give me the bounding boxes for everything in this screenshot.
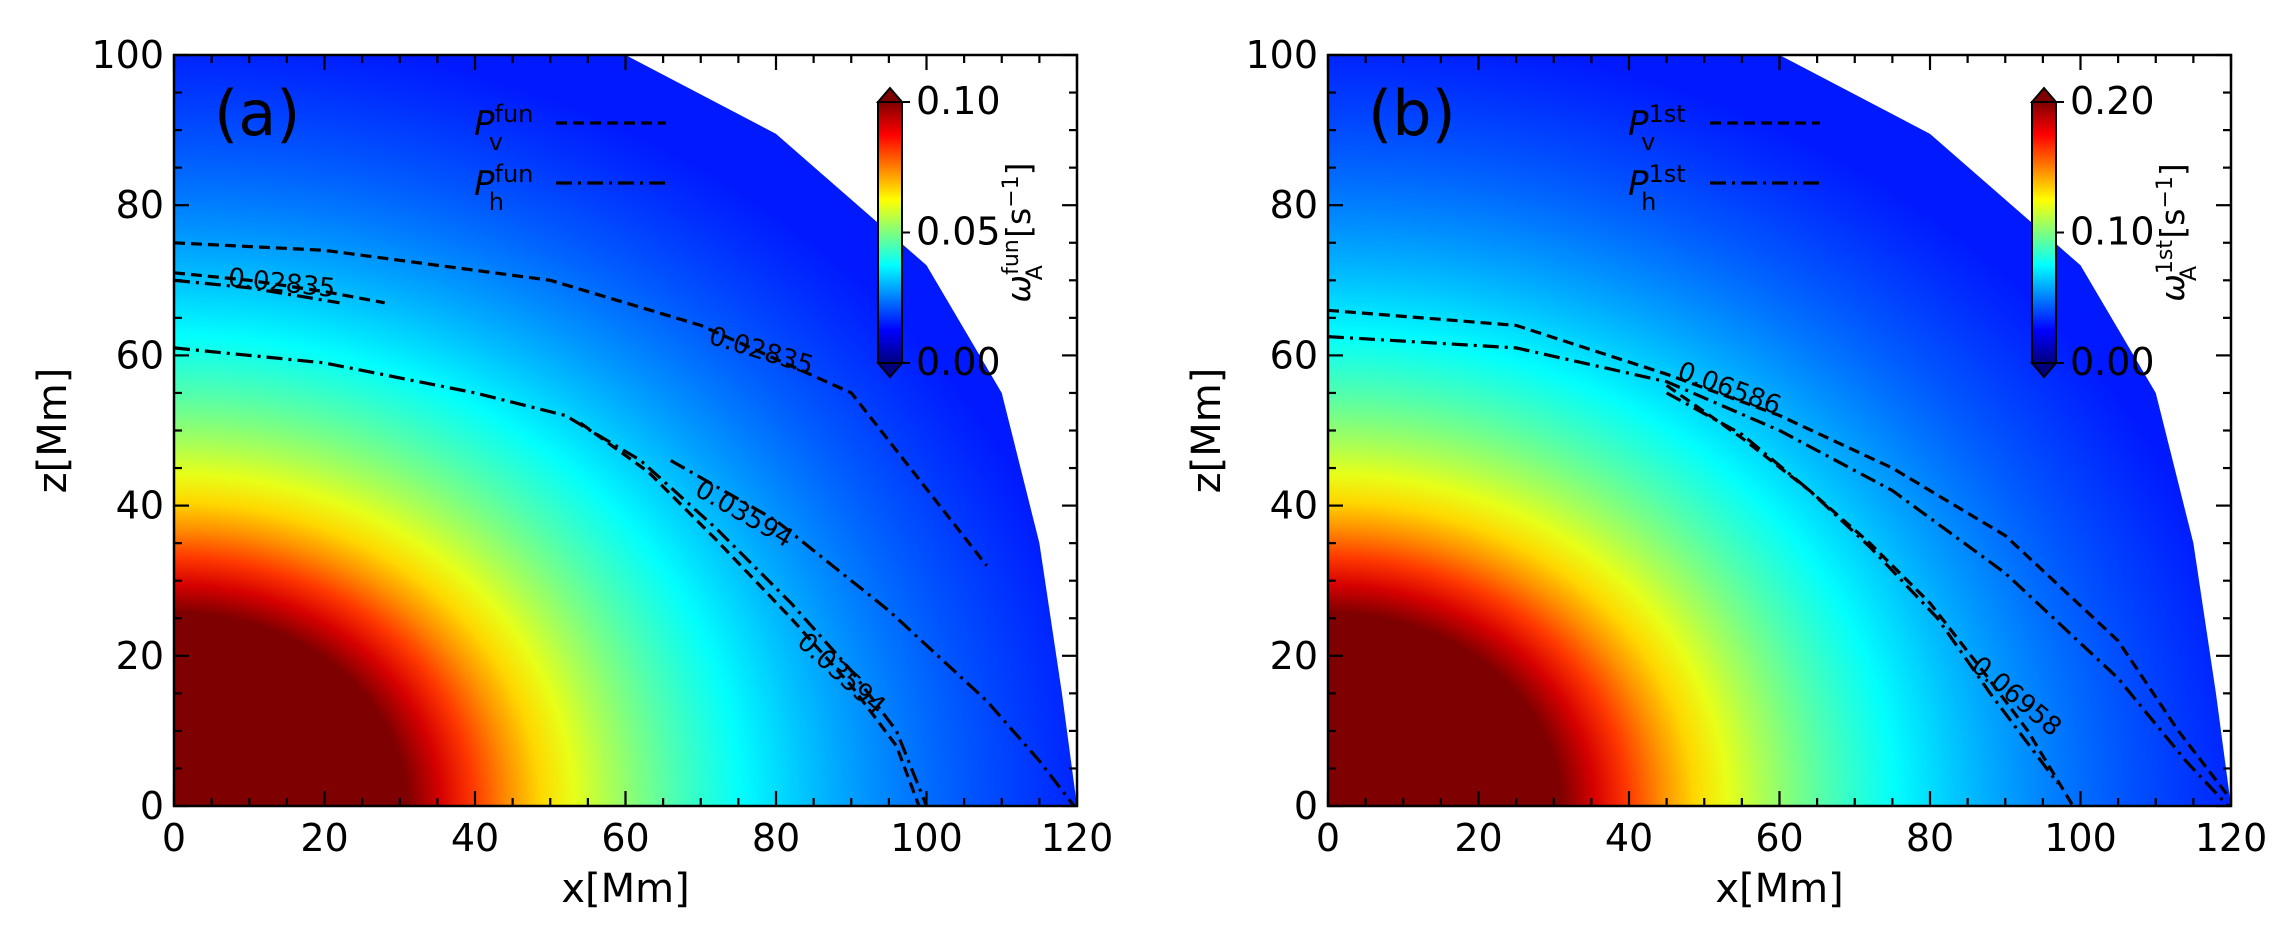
- x-tick-label: 20: [300, 816, 348, 860]
- y-tick-label: 0: [140, 784, 164, 828]
- alfven-frequency-field: [174, 55, 1077, 806]
- contour-Ph-inner: [1665, 391, 2060, 785]
- y-tick-label: 60: [116, 333, 164, 377]
- x-tick-label: 120: [1041, 816, 1114, 860]
- x-tick-label: 60: [601, 816, 649, 860]
- contour-Ph-upper: [1327, 335, 2230, 808]
- x-axis-label: x[Mm]: [1715, 866, 1843, 912]
- y-tick-label: 20: [1270, 634, 1318, 678]
- colorbar-tick-label: 0.00: [2070, 340, 2155, 384]
- y-tick-label: 60: [1270, 333, 1318, 377]
- contour-Pv-left: [173, 271, 385, 305]
- colorbar-tick-label: 0.05: [916, 210, 1001, 254]
- x-tick-label: 40: [451, 816, 499, 860]
- x-axis-label: x[Mm]: [561, 866, 689, 912]
- y-tick-label: 80: [116, 183, 164, 227]
- contour-Pv-upper: [1327, 308, 2229, 796]
- colorbar-tick-label: 0.20: [2070, 79, 2155, 123]
- x-tick-label: 60: [1755, 816, 1803, 860]
- contour-Ph-left: [173, 278, 340, 305]
- colorbar-tick-label: 0.10: [2070, 210, 2155, 254]
- colorbar-label: ωfunA[s−1]: [999, 162, 1048, 302]
- y-axis-label: z[Mm]: [1184, 368, 1230, 494]
- colorbar: [878, 102, 902, 363]
- colorbar-label: ω1stA[s−1]: [2153, 163, 2202, 302]
- x-tick-label: 80: [752, 816, 800, 860]
- legend-label: P1st v: [1628, 100, 1686, 156]
- y-tick-label: 20: [116, 634, 164, 678]
- x-tick-label: 100: [890, 816, 963, 860]
- x-tick-label: 40: [1605, 816, 1653, 860]
- contour-Ph-outer: [669, 459, 1076, 807]
- x-tick-label: 120: [2195, 816, 2268, 860]
- x-tick-label: 20: [1454, 816, 1502, 860]
- y-tick-label: 40: [116, 484, 164, 528]
- legend-label: Pfun v: [474, 100, 533, 156]
- x-tick-label: 100: [2044, 816, 2117, 860]
- legend-label: P1st h: [1628, 160, 1686, 216]
- legend-label: Pfun h: [474, 160, 533, 216]
- contour-Ph-inner: [173, 346, 928, 807]
- colorbar-tick-label: 0.00: [916, 340, 1001, 384]
- y-tick-label: 100: [91, 33, 164, 77]
- x-tick-label: 0: [1316, 816, 1340, 860]
- x-tick-label: 80: [1906, 816, 1954, 860]
- y-tick-label: 100: [1245, 33, 1318, 77]
- contour-Pv-upper: [173, 241, 988, 567]
- colorbar: [2032, 102, 2056, 363]
- y-tick-label: 0: [1294, 784, 1318, 828]
- x-tick-label: 0: [162, 816, 186, 860]
- y-tick-label: 80: [1270, 183, 1318, 227]
- panel-label: (b): [1368, 77, 1456, 150]
- panel-label: (a): [214, 77, 300, 150]
- y-tick-label: 40: [1270, 484, 1318, 528]
- colorbar-extend-max: [875, 86, 905, 103]
- y-axis-label: z[Mm]: [30, 368, 76, 494]
- contour-Pv-inner: [1665, 384, 2075, 807]
- colorbar-extend-max: [2029, 86, 2059, 103]
- colorbar-tick-label: 0.10: [916, 79, 1001, 123]
